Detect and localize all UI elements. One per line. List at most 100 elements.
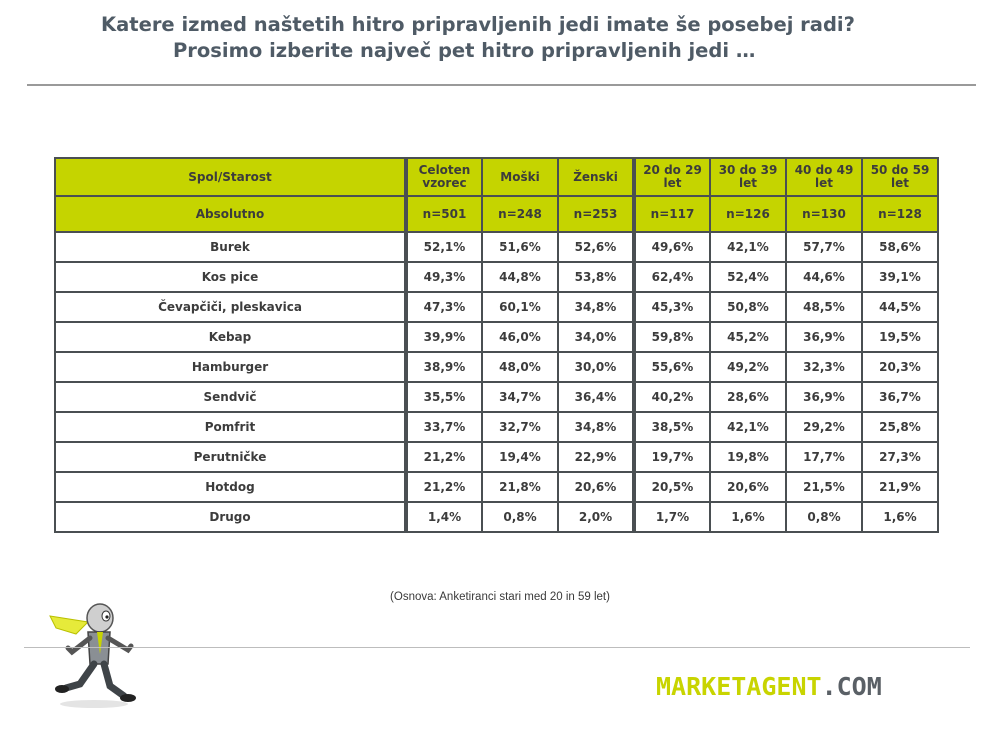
table-cell: 50 do 59 let — [861, 157, 939, 197]
table-cell: 1,7% — [632, 501, 711, 533]
table-cell: 38,5% — [632, 411, 711, 443]
table-header-row: Spol/Starost Celoten vzorec Moški Ženski 20 … — [54, 157, 939, 197]
base-note: (Osnova: Anketiranci stari med 20 in 59 … — [390, 591, 610, 603]
table-cell: 27,3% — [861, 441, 939, 473]
table-cell: 34,7% — [481, 381, 559, 413]
table-cell: 62,4% — [632, 261, 711, 293]
table-cell: 20 do 29 let — [632, 157, 711, 197]
table-cell: 52,1% — [404, 231, 483, 263]
table-cell: 19,5% — [861, 321, 939, 353]
row-label: Čevapčiči, pleskavica — [54, 291, 407, 323]
table-cell: 21,5% — [785, 471, 863, 503]
row-label: Kos pice — [54, 261, 407, 293]
table-cell: 20,6% — [709, 471, 787, 503]
table-cell: 49,2% — [709, 351, 787, 383]
row-label: Hotdog — [54, 471, 407, 503]
table-cell: 46,0% — [481, 321, 559, 353]
table-cell: 20,3% — [861, 351, 939, 383]
table-cell: 44,8% — [481, 261, 559, 293]
table-cell: 21,9% — [861, 471, 939, 503]
table-cell: 42,1% — [709, 231, 787, 263]
table-cell: 39,9% — [404, 321, 483, 353]
table-absolute-row: Absolutno n=501 n=248 n=253 n=117 n=126 n=130 n… — [54, 195, 939, 233]
table-cell: 20,5% — [632, 471, 711, 503]
row-label: Burek — [54, 231, 407, 263]
row-label: Perutničke — [54, 441, 407, 473]
table-cell: 48,0% — [481, 351, 559, 383]
marketagent-logo: MARKETAGENT.COM — [656, 672, 882, 701]
table-cell: 58,6% — [861, 231, 939, 263]
table-cell: 44,5% — [861, 291, 939, 323]
table-cell: n=130 — [785, 195, 863, 233]
table-cell: 30 do 39 let — [709, 157, 787, 197]
table-cell: Moški — [481, 157, 559, 197]
table-row: Sendvič 35,5% 34,7% 36,4% 40,2% 28,6% 36,9% 36,… — [54, 381, 939, 413]
table-cell: 25,8% — [861, 411, 939, 443]
table-row: Hamburger 38,9% 48,0% 30,0% 55,6% 49,2% 32,3% 2… — [54, 351, 939, 383]
table-cell: 59,8% — [632, 321, 711, 353]
table-cell: 36,4% — [557, 381, 635, 413]
table-cell: 2,0% — [557, 501, 635, 533]
table-cell: n=126 — [709, 195, 787, 233]
table-cell: 38,9% — [404, 351, 483, 383]
table-cell: 20,6% — [557, 471, 635, 503]
table-cell: 44,6% — [785, 261, 863, 293]
table-cell: 17,7% — [785, 441, 863, 473]
table-cell: 1,4% — [404, 501, 483, 533]
table-row: Perutničke 21,2% 19,4% 22,9% 19,7% 19,8% 17,7%… — [54, 441, 939, 473]
table-cell: 48,5% — [785, 291, 863, 323]
table-cell: 55,6% — [632, 351, 711, 383]
row-label: Spol/Starost — [54, 157, 407, 197]
table-cell: 29,2% — [785, 411, 863, 443]
table-cell: 0,8% — [785, 501, 863, 533]
table-cell: 30,0% — [557, 351, 635, 383]
table-cell: 51,6% — [481, 231, 559, 263]
row-label: Drugo — [54, 501, 407, 533]
logo-text-domain: .COM — [821, 672, 882, 701]
table-cell: 52,6% — [557, 231, 635, 263]
table-cell: 34,8% — [557, 291, 635, 323]
table-cell: 42,1% — [709, 411, 787, 443]
table-row: Burek 52,1% 51,6% 52,6% 49,6% 42,1% 57,7% 58,6% — [54, 231, 939, 263]
table-cell: 50,8% — [709, 291, 787, 323]
table-cell: 19,8% — [709, 441, 787, 473]
table-cell: 32,3% — [785, 351, 863, 383]
table-cell: 36,9% — [785, 321, 863, 353]
table-cell: n=253 — [557, 195, 635, 233]
table-cell: n=248 — [481, 195, 559, 233]
table-cell: 1,6% — [861, 501, 939, 533]
table-cell: 45,3% — [632, 291, 711, 323]
table-cell: 1,6% — [709, 501, 787, 533]
table-cell: 47,3% — [404, 291, 483, 323]
table-cell: n=128 — [861, 195, 939, 233]
title-line-1: Katere izmed naštetih hitro pripravljeni… — [101, 13, 855, 36]
table-row: Pomfrit 33,7% 32,7% 34,8% 38,5% 42,1% 29,2% 25,… — [54, 411, 939, 443]
table-row: Hotdog 21,2% 21,8% 20,6% 20,5% 20,6% 21,5% 21,9… — [54, 471, 939, 503]
table-cell: 35,5% — [404, 381, 483, 413]
table-cell: 36,7% — [861, 381, 939, 413]
table-cell: 52,4% — [709, 261, 787, 293]
footer-divider — [24, 647, 970, 648]
table-cell: 34,0% — [557, 321, 635, 353]
table-cell: 33,7% — [404, 411, 483, 443]
table-cell: 53,8% — [557, 261, 635, 293]
table-cell: Celoten vzorec — [404, 157, 483, 197]
table-cell: 40 do 49 let — [785, 157, 863, 197]
results-table: Spol/Starost Celoten vzorec Moški Ženski 20 … — [54, 157, 939, 533]
table-cell: Ženski — [557, 157, 635, 197]
row-label: Pomfrit — [54, 411, 407, 443]
table-cell: 39,1% — [861, 261, 939, 293]
table-row: Čevapčiči, pleskavica 47,3% 60,1% 34,8% 45,3… — [54, 291, 939, 323]
title-divider — [27, 84, 976, 86]
table-row: Kebap 39,9% 46,0% 34,0% 59,8% 45,2% 36,9% 19,5% — [54, 321, 939, 353]
table-cell: 36,9% — [785, 381, 863, 413]
row-label: Sendvič — [54, 381, 407, 413]
running-agent-mascot-icon — [49, 603, 136, 708]
table-row: Drugo 1,4% 0,8% 2,0% 1,7% 1,6% 0,8% 1,6% — [54, 501, 939, 533]
table-cell: 19,4% — [481, 441, 559, 473]
table-cell: 21,2% — [404, 471, 483, 503]
table-cell: 22,9% — [557, 441, 635, 473]
table-cell: 21,8% — [481, 471, 559, 503]
row-label: Kebap — [54, 321, 407, 353]
table-cell: n=501 — [404, 195, 483, 233]
